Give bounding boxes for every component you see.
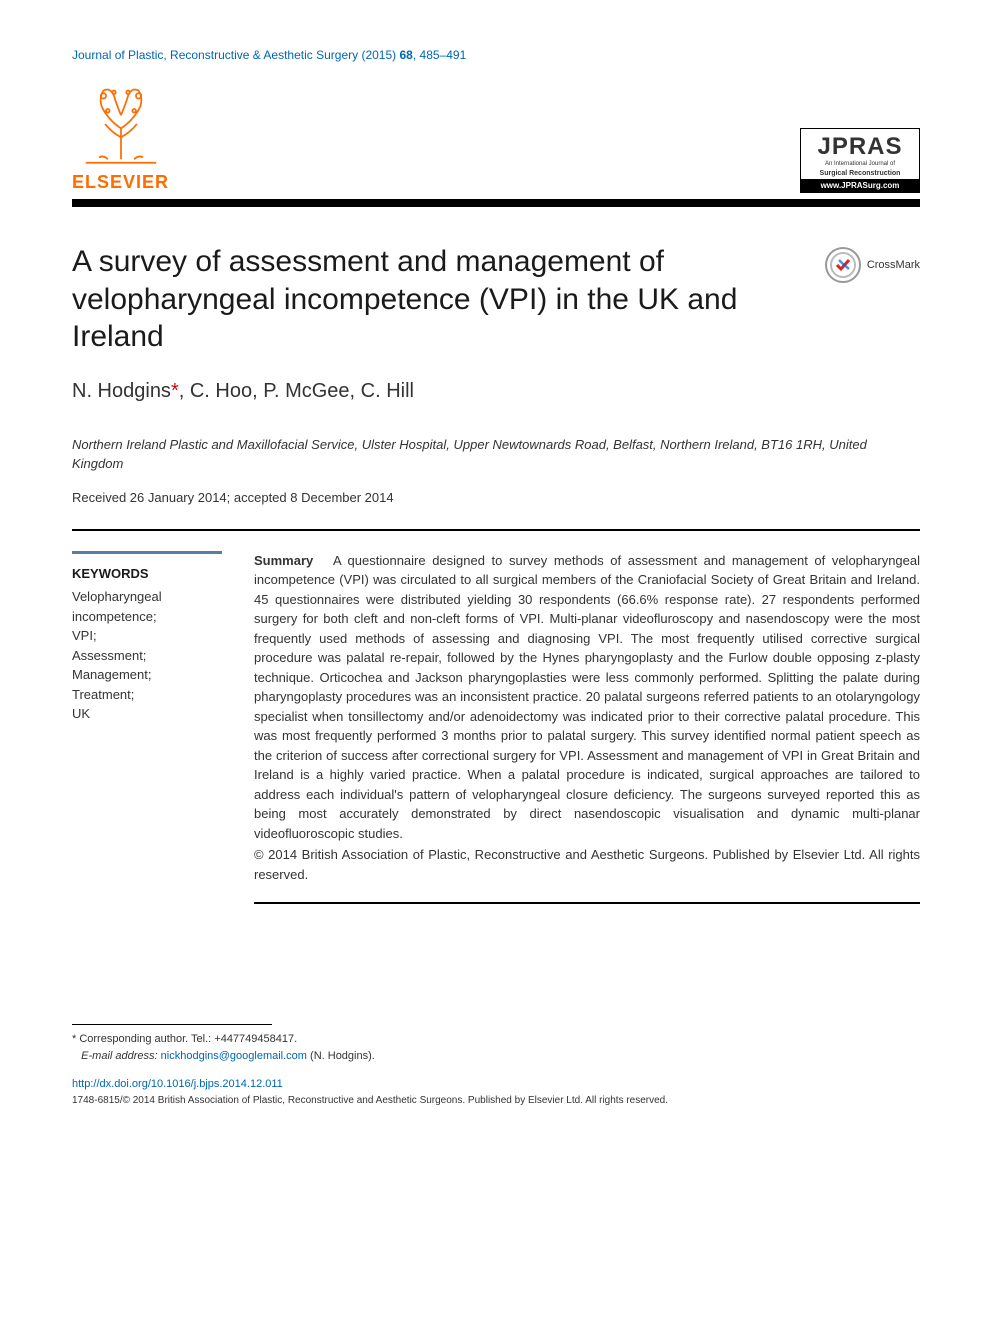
corresponding-author: * Corresponding author. Tel.: +447749458…: [72, 1031, 920, 1048]
email-paren: (N. Hodgins).: [307, 1050, 375, 1062]
article-dates: Received 26 January 2014; accepted 8 Dec…: [72, 490, 920, 505]
crossmark-icon: [825, 247, 861, 283]
summary-copyright: © 2014 British Association of Plastic, R…: [254, 845, 920, 884]
summary-label: Summary: [254, 553, 313, 568]
summary-column: Summary A questionnaire designed to surv…: [254, 551, 920, 905]
keyword-item: Velopharyngeal incompetence;: [72, 587, 222, 626]
abstract-block: KEYWORDS Velopharyngeal incompetence; VP…: [72, 551, 920, 905]
authors-text: N. Hodgins*, C. Hoo, P. McGee, C. Hill: [72, 380, 414, 402]
keyword-item: VPI;: [72, 626, 222, 646]
keywords-box: KEYWORDS Velopharyngeal incompetence; VP…: [72, 551, 222, 905]
keyword-item: Treatment;: [72, 685, 222, 705]
corresponding-star-icon: *: [171, 380, 179, 402]
article-title: A survey of assessment and management of…: [72, 243, 805, 356]
journal-badge: JPRAS An International Journal of Surgic…: [800, 128, 920, 193]
elsevier-tree-icon: [77, 80, 165, 168]
header-row: ELSEVIER JPRAS An International Journal …: [72, 80, 920, 193]
doi-link[interactable]: http://dx.doi.org/10.1016/j.bjps.2014.12…: [72, 1078, 283, 1090]
issn-copyright: 1748-6815/© 2014 British Association of …: [72, 1093, 920, 1108]
email-line: E-mail address: nickhodgins@googlemail.c…: [72, 1048, 920, 1065]
keyword-item: Management;: [72, 665, 222, 685]
journal-url: www.JPRASurg.com: [801, 179, 919, 192]
affiliation: Northern Ireland Plastic and Maxillofaci…: [72, 435, 920, 474]
journal-sub1: An International Journal of: [807, 161, 913, 168]
footer: * Corresponding author. Tel.: +447749458…: [72, 1024, 920, 1108]
thick-rule: [72, 199, 920, 207]
citation-volume: 68: [400, 48, 413, 62]
keyword-item: Assessment;: [72, 646, 222, 666]
footnote-rule: [72, 1024, 272, 1025]
doi-line: http://dx.doi.org/10.1016/j.bjps.2014.12…: [72, 1076, 920, 1093]
citation-link[interactable]: Journal of Plastic, Reconstructive & Aes…: [72, 48, 466, 62]
citation-journal: Journal of Plastic, Reconstructive & Aes…: [72, 48, 400, 62]
journal-acronym: JPRAS: [807, 135, 913, 159]
elsevier-wordmark: ELSEVIER: [72, 172, 169, 193]
title-row: A survey of assessment and management of…: [72, 243, 920, 356]
rule-below-abstract: [254, 902, 920, 904]
crossmark-label: CrossMark: [867, 259, 920, 271]
email-label: E-mail address:: [81, 1050, 157, 1062]
summary-text: A questionnaire designed to survey metho…: [254, 553, 920, 841]
email-link[interactable]: nickhodgins@googlemail.com: [161, 1050, 307, 1062]
journal-sub2: Surgical Reconstruction: [807, 170, 913, 177]
citation-line: Journal of Plastic, Reconstructive & Aes…: [72, 48, 920, 62]
elsevier-logo: ELSEVIER: [72, 80, 169, 193]
citation-pages: , 485–491: [413, 48, 466, 62]
keyword-item: UK: [72, 704, 222, 724]
crossmark-badge[interactable]: CrossMark: [825, 247, 920, 283]
rule-above-abstract: [72, 529, 920, 531]
authors-line: N. Hodgins*, C. Hoo, P. McGee, C. Hill: [72, 380, 920, 403]
keywords-heading: KEYWORDS: [72, 564, 222, 584]
